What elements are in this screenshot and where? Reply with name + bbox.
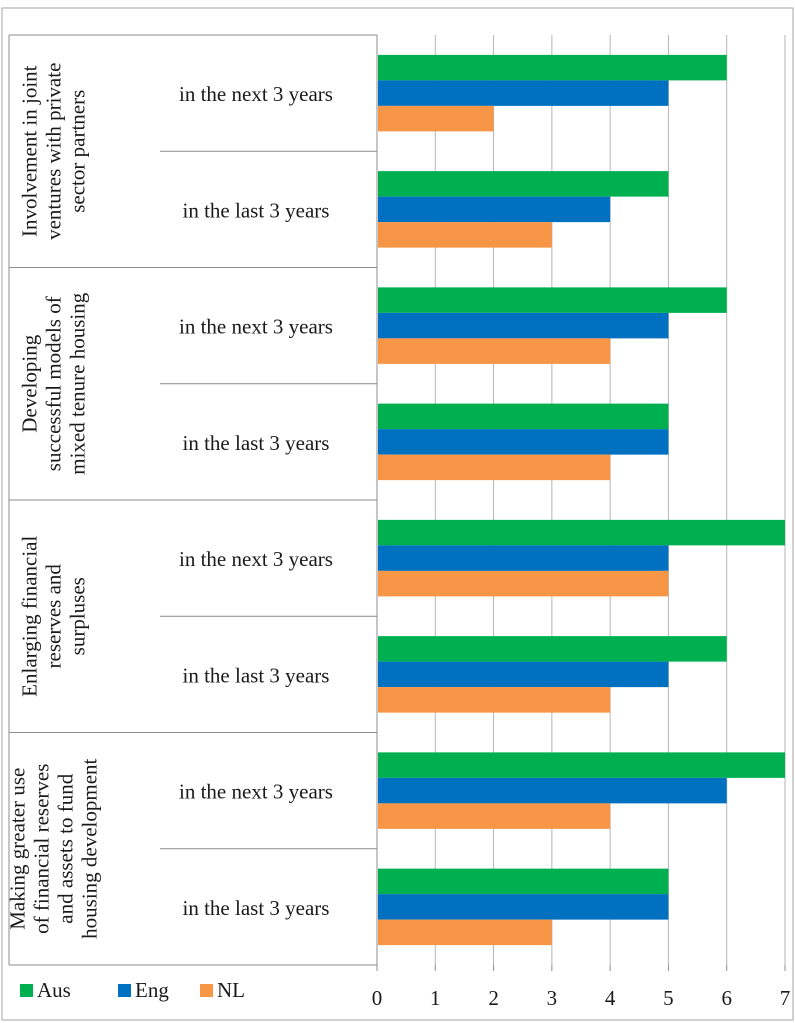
subcategory-label: in the next 3 years bbox=[179, 315, 333, 339]
subcategory-label: in the last 3 years bbox=[183, 198, 330, 222]
x-tick-label: 2 bbox=[488, 986, 499, 1010]
chart-frame bbox=[1, 7, 794, 1021]
bar-nl bbox=[378, 570, 669, 597]
x-tick-label: 4 bbox=[605, 986, 616, 1010]
legend-swatch-eng bbox=[118, 984, 131, 997]
bar-eng bbox=[378, 312, 669, 339]
bar-nl bbox=[378, 803, 611, 829]
x-tick-label: 1 bbox=[430, 986, 441, 1010]
group-label-line: and assets to fund bbox=[54, 773, 78, 923]
bar-eng bbox=[378, 894, 669, 920]
bar-eng bbox=[378, 545, 669, 571]
group-label-line: mixed tenure housing bbox=[66, 292, 90, 474]
bar-nl bbox=[378, 105, 494, 132]
subcategory-label: in the last 3 years bbox=[183, 896, 330, 920]
bar-nl bbox=[378, 454, 611, 481]
legend-swatch-nl bbox=[200, 984, 213, 997]
group-label-line: surpluses bbox=[66, 577, 90, 655]
group-label-line: reserves and bbox=[42, 564, 66, 669]
bar-nl bbox=[378, 222, 552, 248]
subcategory-label: in the next 3 years bbox=[179, 82, 333, 106]
bar-eng bbox=[378, 196, 611, 223]
group-label-line: Enlarging financial bbox=[18, 536, 42, 697]
bar-eng bbox=[378, 777, 727, 804]
group-label-line: sector partners bbox=[66, 90, 90, 213]
group-label-line: Involvement in joint bbox=[18, 65, 42, 237]
subcategory-label: in the last 3 years bbox=[183, 663, 330, 687]
bar-nl bbox=[378, 687, 611, 713]
legend-label-nl: NL bbox=[217, 978, 245, 1002]
bar-aus bbox=[378, 752, 785, 778]
legend-label-aus: Aus bbox=[37, 978, 71, 1002]
x-tick-label: 5 bbox=[663, 986, 674, 1010]
group-label-line: Developing bbox=[18, 334, 42, 432]
group-label: Involvement in jointventures with privat… bbox=[18, 63, 90, 240]
bar-aus bbox=[378, 171, 669, 197]
bar-nl bbox=[378, 919, 552, 946]
group-label-line: Making greater use bbox=[6, 768, 30, 930]
bar-aus bbox=[378, 519, 785, 546]
legend-swatch-aus bbox=[20, 984, 33, 997]
bar-eng bbox=[378, 80, 669, 106]
subcategory-label: in the last 3 years bbox=[183, 431, 330, 455]
bar-aus bbox=[378, 54, 727, 81]
bar-aus bbox=[378, 287, 727, 313]
bar-eng bbox=[378, 661, 669, 688]
group-label: Developingsuccessful models ofmixed tenu… bbox=[18, 292, 90, 474]
group-label-line: housing development bbox=[78, 758, 102, 938]
x-tick-label: 7 bbox=[780, 986, 791, 1010]
x-tick-label: 0 bbox=[372, 986, 383, 1010]
bar-nl bbox=[378, 338, 611, 364]
legend-label-eng: Eng bbox=[135, 978, 169, 1002]
bar-aus bbox=[378, 636, 727, 662]
bar-eng bbox=[378, 429, 669, 455]
bar-aus bbox=[378, 403, 669, 430]
x-tick-label: 6 bbox=[721, 986, 732, 1010]
group-label: Enlarging financialreserves andsurpluses bbox=[18, 536, 90, 697]
group-label-line: of financial reserves bbox=[30, 764, 54, 934]
x-tick-label: 3 bbox=[547, 986, 558, 1010]
group-label: Making greater useof financial reservesa… bbox=[6, 758, 102, 938]
subcategory-label: in the next 3 years bbox=[179, 547, 333, 571]
group-label-line: ventures with private bbox=[42, 63, 66, 240]
group-label-line: successful models of bbox=[42, 296, 66, 471]
subcategory-label: in the next 3 years bbox=[179, 780, 333, 804]
bar-aus bbox=[378, 868, 669, 895]
